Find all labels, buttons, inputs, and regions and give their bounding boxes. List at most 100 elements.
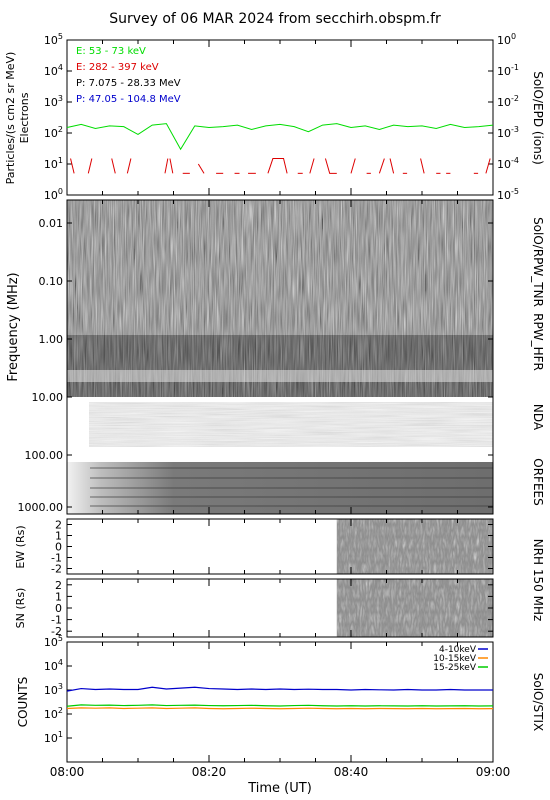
nrh-ew-y-tick-label: -1 — [51, 552, 62, 565]
radio-y-tick-label: 100.00 — [25, 449, 64, 462]
nrh-sn-y-tick-label: 0 — [55, 602, 62, 615]
particles-y2-tick-label: 100 — [497, 32, 516, 47]
electron-282-397kev-segment — [169, 158, 174, 174]
stix-right-label: SolO/STIX — [531, 673, 545, 732]
radio-y-tick-label: 10.00 — [32, 391, 64, 404]
particles-y-tick-label: 100 — [44, 187, 63, 202]
stix-legend-label: 15-25keV — [433, 663, 477, 673]
particles-y2-tick-label: 10-5 — [497, 187, 519, 202]
stix-frame — [66, 641, 494, 763]
particles-panel: 100 101 102 103 104 105 10-5 10-4 10-3 10-2 10-1 1… — [4, 32, 545, 202]
stix-y-tick-label: 102 — [44, 706, 63, 721]
nrh-ew-y-tick-label: 2 — [55, 519, 62, 532]
stix-lines — [66, 686, 494, 710]
stix-ylabel: COUNTS — [16, 677, 30, 728]
radio-spectrogram-panel: 0.01 0.10 1.00 10.00 100.00 1000.00 Frequency… — [6, 199, 545, 515]
stix-y-ticks: 101 102 103 104 105 — [44, 634, 72, 745]
electron-282-397kev-segment — [485, 158, 491, 174]
time-axis-label: Time (UT) — [247, 781, 312, 796]
nrh-sn-y-tick-label: 1 — [55, 590, 62, 603]
particles-right-label: SolO/EPD (ions) — [531, 71, 545, 165]
particles-y-tick-label: 101 — [44, 156, 63, 171]
legend-entry-p1: P: 7.075 - 28.33 MeV — [76, 78, 181, 89]
nrh-ew-y-tick-label: -2 — [51, 563, 62, 576]
tnr-spectrogram-noise — [67, 200, 493, 335]
nrh-sn-image-noise — [336, 579, 493, 637]
particles-y-tick-label: 102 — [44, 125, 63, 140]
stix-y-tick-label: 104 — [44, 658, 63, 673]
particles-ylabel-1: Particles/(s cm2 sr MeV) — [4, 52, 17, 185]
electron-282-397kev-segment — [111, 158, 116, 174]
stix-line-10-15keV — [66, 707, 494, 710]
hfr-spectrogram-noise — [67, 335, 493, 397]
electron-282-397kev-segment — [378, 158, 385, 174]
stix-legend-label: 4-10keV — [439, 645, 477, 655]
particles-y2-tick-label: 10-3 — [497, 125, 519, 140]
stix-line-4-10keV — [66, 686, 493, 692]
nda-gap — [67, 397, 493, 402]
radio-y-tick-label: 0.01 — [39, 217, 64, 230]
nrh-ew-ylabel: EW (Rs) — [14, 525, 27, 568]
particles-y-tick-label: 103 — [44, 94, 63, 109]
nrh-right-label: NRH 150 MHz — [531, 539, 545, 622]
figure-title: Survey of 06 MAR 2024 from secchirh.obsp… — [109, 11, 441, 27]
nrh-sn-ylabel: SN (Rs) — [14, 588, 27, 629]
time-tick-label: 09:00 — [476, 765, 511, 779]
legend-entry-e2: E: 282 - 397 keV — [76, 62, 159, 73]
instrument-label-orfees: ORFEES — [531, 458, 545, 505]
nrh-ew-y-tick-label: 0 — [55, 541, 62, 554]
particles-lines — [66, 123, 494, 174]
nrh-sn-y-tick-label: -2 — [51, 625, 62, 638]
stix-line-15-25keV — [66, 704, 494, 707]
electron-282-397kev-segment — [324, 158, 337, 174]
radio-y-tick-label: 1.00 — [39, 333, 64, 346]
stix-y-tick-label: 105 — [44, 634, 63, 649]
nrh-sn-y-tick-label: -1 — [51, 614, 62, 627]
particles-y-ticks: 100 101 102 103 104 105 — [44, 32, 72, 202]
particles-y2-tick-label: 10-4 — [497, 156, 519, 171]
particles-y-tick-label: 105 — [44, 32, 63, 47]
electron-282-397kev-segment — [164, 158, 169, 174]
electron-282-397kev-segment — [87, 158, 93, 174]
radio-y-ticks: 0.01 0.10 1.00 10.00 100.00 1000.00 — [18, 217, 493, 514]
particles-y2-tick-label: 10-2 — [497, 94, 519, 109]
electron-282-397kev-segment — [126, 158, 132, 174]
nrh-ew-y-tick-label: 1 — [55, 530, 62, 543]
nrh-sn-y-tick-label: 2 — [55, 579, 62, 592]
hfr-band-light — [67, 370, 493, 382]
time-tick-label: 08:00 — [50, 765, 85, 779]
electron-282-397kev-segment — [197, 163, 205, 174]
electron-53-73kev-line — [66, 123, 494, 151]
nda-white-area — [67, 402, 89, 462]
stix-y-tick-label: 103 — [44, 682, 63, 697]
radio-y-tick-label: 0.10 — [39, 275, 64, 288]
electron-282-397kev-segment — [309, 158, 315, 174]
particles-y2-tick-label: 10-1 — [497, 63, 519, 78]
electron-282-397kev-segment — [267, 158, 288, 174]
nda-spectrogram-noise — [89, 402, 493, 447]
instrument-label-nda: NDA — [531, 404, 545, 431]
stix-y-tick-label: 101 — [44, 730, 63, 745]
electron-282-397kev-segment — [389, 158, 395, 174]
stix-legend-label: 10-15keV — [433, 654, 477, 664]
instrument-label-hfr: RPW_HFR — [531, 313, 545, 371]
time-tick-label: 08:20 — [192, 765, 227, 779]
nrh-ew-image-noise — [336, 519, 493, 574]
legend-entry-e1: E: 53 - 73 keV — [76, 46, 146, 57]
electron-282-397kev-segment — [70, 158, 75, 174]
particles-y-tick-label: 104 — [44, 63, 63, 78]
electron-282-397kev-segment — [420, 158, 425, 174]
orfees-stripes — [90, 467, 493, 507]
radio-ylabel: Frequency (MHz) — [6, 272, 21, 381]
time-axis: 08:00 08:20 08:40 09:00 — [50, 40, 511, 779]
time-tick-label: 08:40 — [334, 765, 369, 779]
instrument-label-tnr: SolO/RPW_TNR — [531, 217, 545, 307]
particles-ylabel-2: Electrons — [18, 92, 31, 143]
